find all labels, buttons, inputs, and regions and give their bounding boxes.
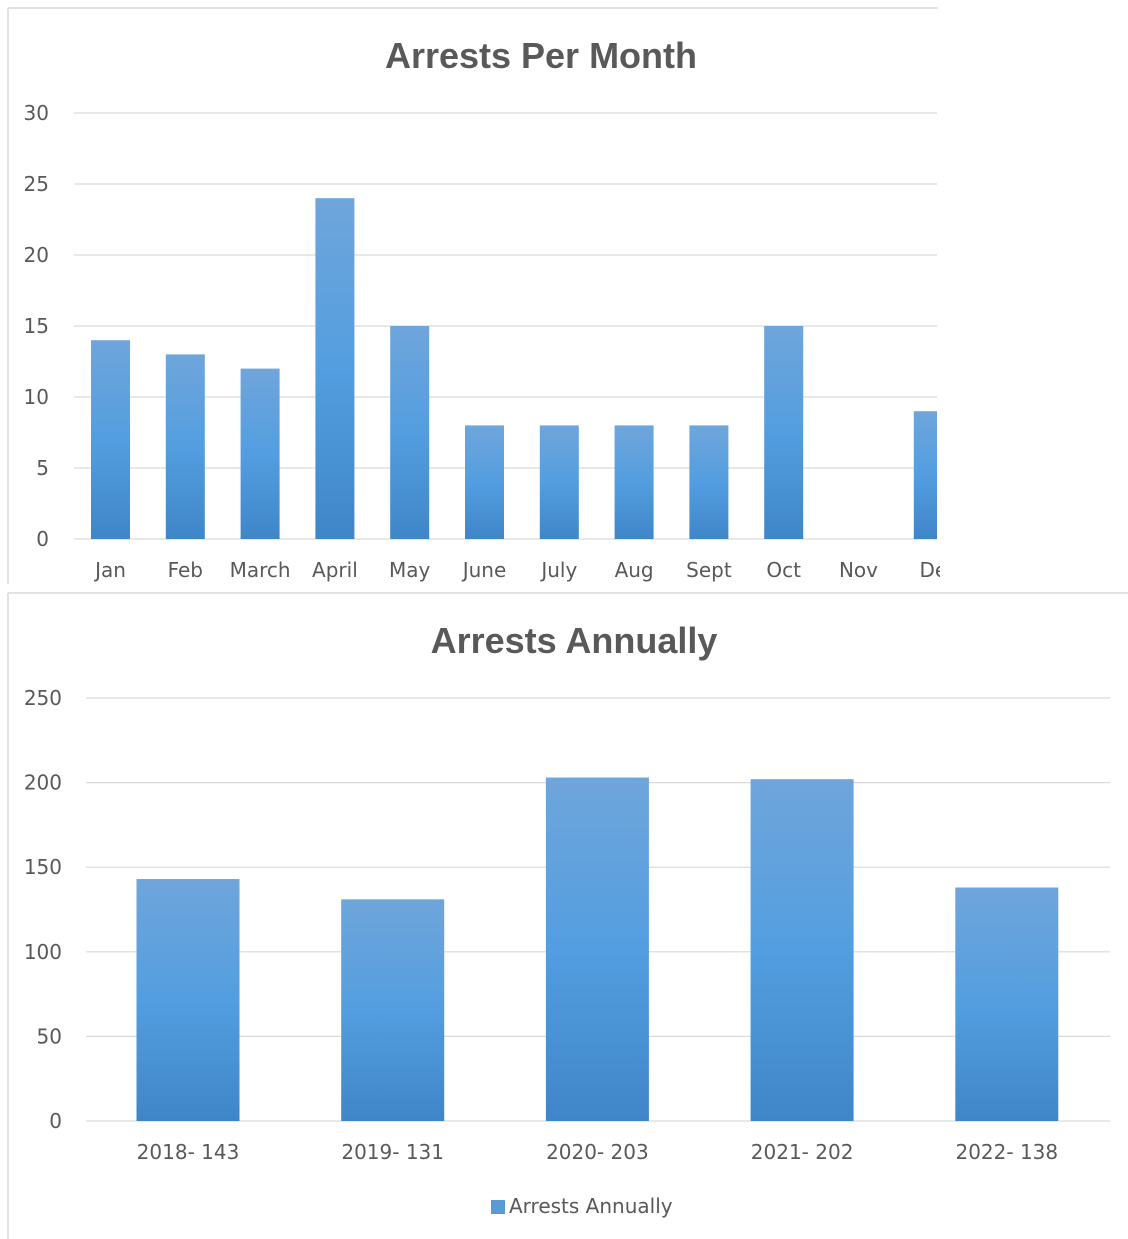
y-tick-label: 150: [24, 855, 62, 879]
y-tick-label: 25: [24, 172, 49, 196]
bar-2022-138: [955, 887, 1059, 1121]
x-tick-label: June: [461, 558, 507, 582]
bar-2020-203: [545, 777, 649, 1121]
bar-2021-202: [750, 779, 854, 1121]
chart-title: Arrests Per Month: [385, 35, 697, 76]
y-tick-label: 15: [24, 314, 49, 338]
x-tick-label: 2022- 138: [955, 1140, 1058, 1164]
bar-march: [240, 368, 280, 539]
arrests-per-month-chart: Arrests Per Month 0 5 10 15 20 25 30 Jan Feb Mar…: [7, 7, 940, 584]
x-tick-label: March: [230, 558, 291, 582]
y-tick-label: 250: [24, 686, 62, 710]
x-tick-label: July: [539, 558, 577, 582]
bar-2018-143: [136, 879, 240, 1121]
y-tick-label: 100: [24, 940, 62, 964]
bar-sept: [689, 425, 729, 539]
bar-june: [465, 425, 504, 539]
y-tick-label: 0: [36, 527, 49, 551]
y-axis-ticks: 0 50 100 150 200 250: [24, 686, 62, 1133]
y-axis-ticks: 0 5 10 15 20 25 30: [24, 101, 49, 551]
bars: [136, 777, 1059, 1121]
x-tick-label: Sept: [686, 558, 732, 582]
bar-jan: [91, 340, 130, 539]
bar-de: [913, 411, 937, 539]
arrests-annually-chart: Arrests Annually 0 50 100 150 200 250 2018- 1…: [7, 592, 1128, 1239]
x-tick-label: Feb: [168, 558, 203, 582]
x-tick-label: Nov: [839, 558, 878, 582]
legend-swatch: [491, 1200, 505, 1214]
x-tick-label: May: [389, 558, 431, 582]
legend: Arrests Annually: [491, 1194, 673, 1218]
y-tick-label: 0: [49, 1109, 62, 1133]
bar-oct: [764, 326, 804, 539]
x-tick-label: April: [312, 558, 358, 582]
y-tick-label: 200: [24, 771, 62, 795]
chart-title: Arrests Annually: [431, 620, 718, 661]
y-tick-label: 50: [37, 1024, 62, 1048]
bar-july: [539, 425, 579, 539]
x-tick-label: Jan: [93, 558, 126, 582]
x-tick-label: De: [919, 558, 940, 582]
gridlines: [74, 112, 937, 540]
x-tick-label: 2019- 131: [341, 1140, 444, 1164]
bar-feb: [165, 354, 205, 539]
x-tick-label: Oct: [766, 558, 801, 582]
y-tick-label: 30: [24, 101, 49, 125]
legend-label: Arrests Annually: [509, 1194, 673, 1218]
x-axis-labels: 2018- 143 2019- 131 2020- 203 2021- 202 2022…: [137, 1140, 1058, 1164]
y-tick-label: 20: [24, 243, 49, 267]
bar-april: [315, 198, 355, 539]
y-tick-label: 5: [36, 456, 49, 480]
x-tick-label: Aug: [615, 558, 654, 582]
x-tick-label: 2020- 203: [546, 1140, 649, 1164]
bar-2019-131: [341, 899, 445, 1121]
x-tick-label: 2021- 202: [751, 1140, 854, 1164]
bar-may: [390, 326, 430, 539]
x-tick-label: 2018- 143: [137, 1140, 240, 1164]
bar-aug: [614, 425, 654, 539]
x-axis-labels: Jan Feb March April May June July Aug Sept Oct Nov…: [93, 558, 940, 582]
y-tick-label: 10: [24, 385, 49, 409]
bars: [91, 198, 937, 539]
